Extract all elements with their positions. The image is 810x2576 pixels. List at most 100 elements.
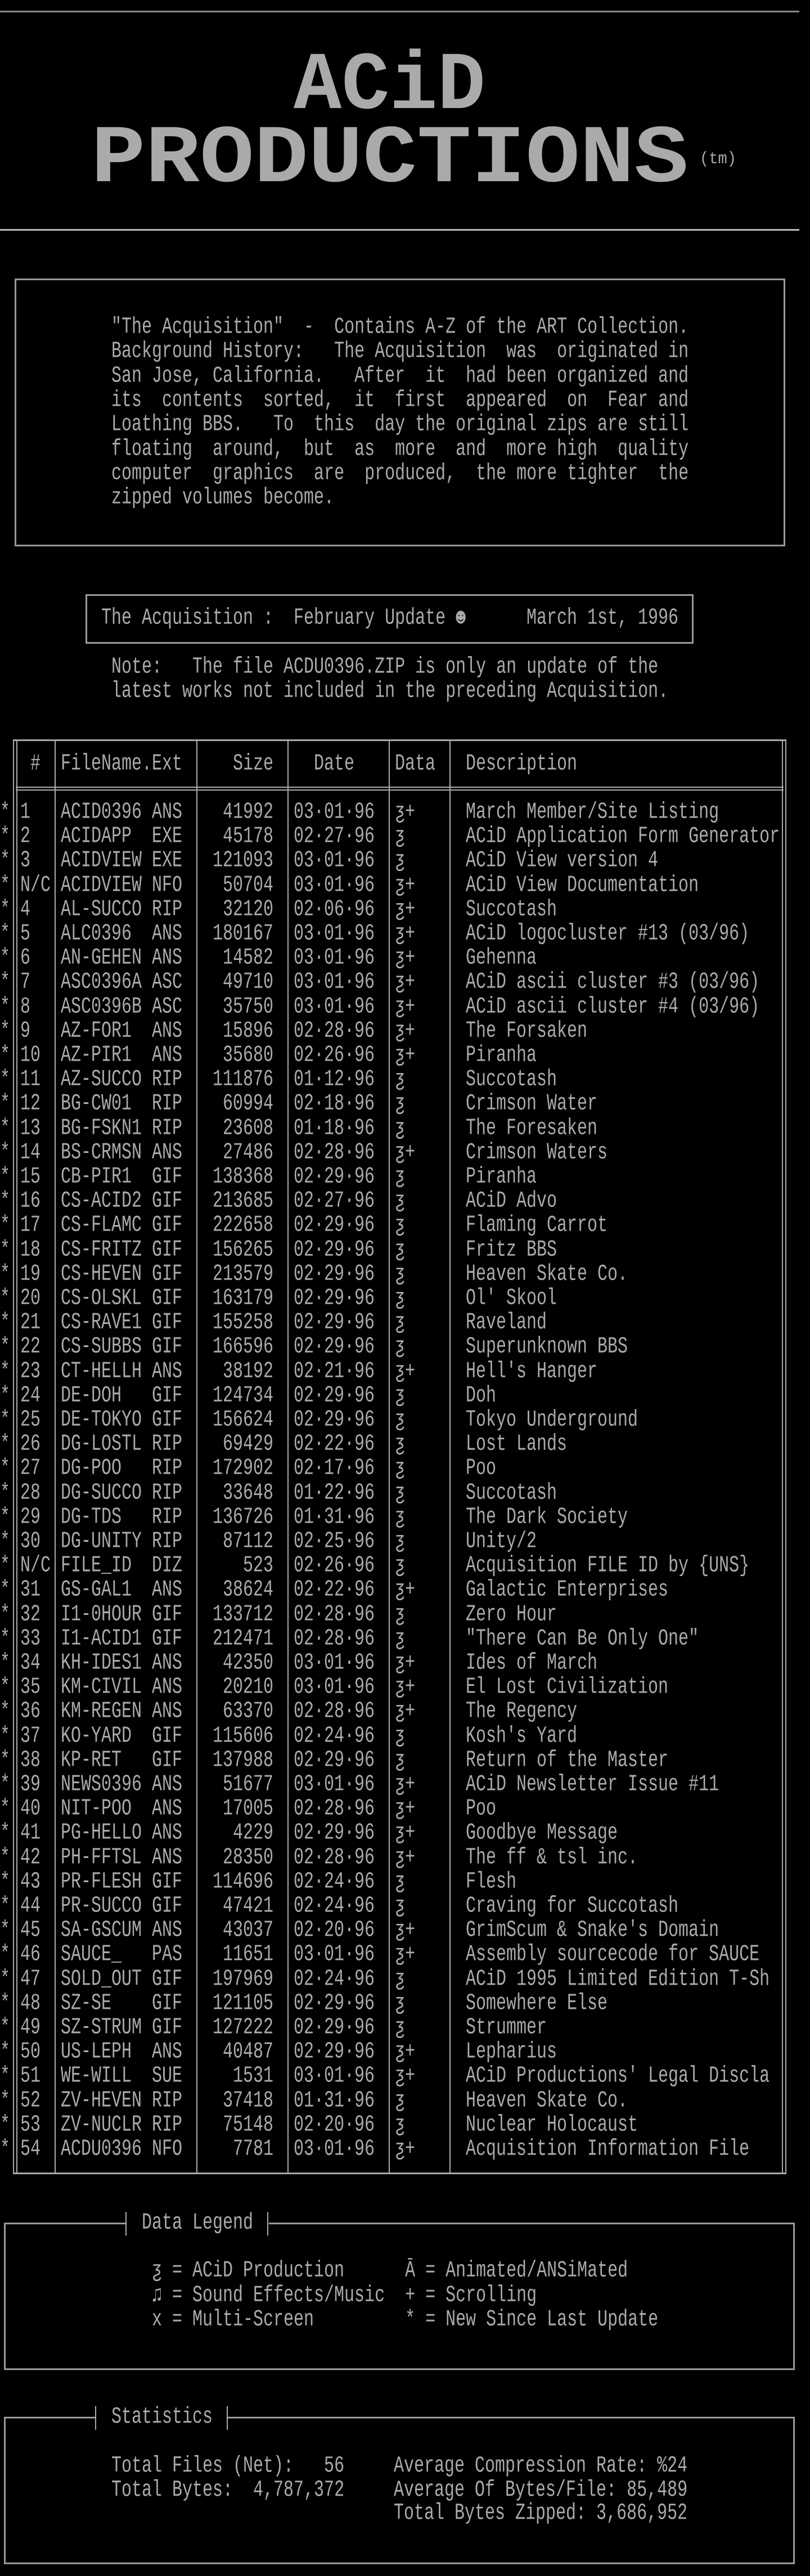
data-flags: ƺ	[395, 1723, 406, 1749]
row-number: 31	[20, 1577, 41, 1604]
filename: SZ-STRUM	[61, 2015, 142, 2041]
data-flags: ƺ+	[395, 2137, 416, 2162]
file-description: Unity/2	[466, 1529, 537, 1555]
row-number: N/C	[20, 872, 51, 899]
extension: SUE	[152, 2063, 183, 2090]
file-description: Ides of March	[466, 1650, 598, 1676]
new-marker: *	[0, 1723, 11, 1749]
row-number: 12	[20, 1091, 41, 1118]
row-number: 28	[20, 1480, 41, 1506]
file-date: 02·29·96	[294, 1334, 375, 1361]
new-marker: *	[0, 1747, 11, 1774]
file-description: Heaven Skate Co.	[466, 2088, 628, 2114]
file-size: 28350	[222, 1845, 273, 1871]
filename: DE-TOKYO	[61, 1407, 142, 1433]
note-line-1: Note: The file ACDU0396.ZIP is only an u…	[111, 654, 659, 680]
file-size: 222658	[212, 1213, 273, 1239]
file-date: 03·01·96	[294, 2063, 375, 2090]
extension: NFO	[152, 2137, 183, 2162]
data-flags: ƺ+	[395, 1820, 416, 1847]
file-date: 03·01·96	[294, 921, 375, 947]
data-flags: ƺ+	[395, 2063, 416, 2090]
data-flags: ƺ	[395, 1310, 406, 1336]
file-description: The ff & tsl inc.	[466, 1845, 638, 1871]
data-flags: ƺ+	[395, 921, 416, 947]
row-number: N/C	[20, 1553, 51, 1579]
new-marker: *	[0, 1310, 11, 1336]
new-marker: *	[0, 1869, 11, 1895]
intro-line: Loathing BBS. To this day the original z…	[111, 412, 689, 438]
file-date: 02·29·96	[294, 1990, 375, 2017]
file-date: 02·20·96	[294, 1918, 375, 1944]
filename: SOLD_OUT	[61, 1966, 142, 1992]
file-description: Succotash	[466, 1480, 557, 1506]
file-size: 111876	[212, 1067, 273, 1093]
file-size: 17005	[222, 1796, 273, 1823]
file-size: 7781	[232, 2137, 273, 2162]
extension: GIF	[152, 1188, 183, 1215]
file-date: 03·01·96	[294, 1772, 375, 1798]
data-flags: ƺ+	[395, 1918, 416, 1944]
column-header-description: Description	[466, 751, 578, 777]
file-size: 114696	[212, 1869, 273, 1895]
file-size: 138368	[212, 1164, 273, 1190]
new-marker: *	[0, 2039, 11, 2066]
file-description: Heaven Skate Co.	[466, 1261, 628, 1287]
row-number: 19	[20, 1261, 41, 1287]
file-description: Succotash	[466, 1067, 557, 1093]
file-date: 03·01·96	[294, 800, 375, 825]
file-date: 02·22·96	[294, 1431, 375, 1458]
new-marker: *	[0, 1067, 11, 1093]
intro-line: San Jose, California. After it had been …	[111, 363, 689, 389]
stat-avg-compression: Average Compression Rate: %24	[394, 2453, 688, 2479]
extension: ANS	[152, 1675, 183, 1701]
row-number: 3	[20, 848, 31, 874]
data-flags: ƺ	[395, 1334, 406, 1361]
data-flags: ƺ	[395, 1504, 406, 1531]
filename: ASC0396A	[61, 970, 142, 996]
extension: RIP	[152, 896, 183, 923]
extension: ASC	[152, 994, 183, 1020]
file-description: Doh	[466, 1383, 497, 1409]
file-date: 02·18·96	[294, 1091, 375, 1118]
row-number: 49	[20, 2015, 41, 2041]
extension: NFO	[152, 872, 183, 899]
new-marker: *	[0, 800, 11, 825]
file-date: 02·28·96	[294, 1845, 375, 1871]
filename: ACID0396	[61, 800, 142, 825]
acid-productions-logo: ACiD PRODUCTIONS (tm)	[91, 39, 736, 206]
file-date: 01·18·96	[294, 1115, 375, 1142]
file-date: 03·01·96	[294, 994, 375, 1020]
file-date: 02·29·96	[294, 1164, 375, 1190]
file-description: The Regency	[466, 1699, 578, 1725]
new-marker: *	[0, 1820, 11, 1847]
file-date: 03·01·96	[294, 872, 375, 899]
file-description: The Dark Society	[466, 1504, 628, 1531]
file-size: 180167	[212, 921, 273, 947]
data-flags: ƺ+	[395, 800, 416, 825]
new-marker: *	[0, 1699, 11, 1725]
filename: CS-HEVEN	[61, 1261, 142, 1287]
file-date: 02·24·96	[294, 1893, 375, 1919]
legend-line-1: ƺ = ACiD Production Ā = Animated/ANSiMat…	[152, 2258, 628, 2284]
row-number: 16	[20, 1188, 41, 1215]
file-date: 02·29·96	[294, 1383, 375, 1409]
file-size: 213685	[212, 1188, 273, 1215]
data-flags: ƺ+	[395, 872, 416, 899]
extension: ANS	[152, 1577, 183, 1604]
filename: KM-CIVIL	[61, 1675, 142, 1701]
file-date: 01·31·96	[294, 2088, 375, 2114]
filename: I1-0HOUR	[61, 1601, 142, 1628]
data-flags: ƺ	[395, 1990, 406, 2017]
extension: EXE	[152, 848, 183, 874]
file-description: Galactic Enterprises	[466, 1577, 669, 1604]
file-date: 02·28·96	[294, 1139, 375, 1166]
data-flags: ƺ	[395, 1188, 406, 1215]
extension: ANS	[152, 1043, 183, 1069]
data-flags: ƺ+	[395, 1577, 416, 1604]
filename: US-LEPH	[61, 2039, 132, 2066]
new-marker: *	[0, 1601, 11, 1628]
legend-line-2: ♫ = Sound Effects/Music + = Scrolling	[152, 2283, 537, 2309]
file-description: Lepharius	[466, 2039, 557, 2066]
file-date: 03·01·96	[294, 1675, 375, 1701]
